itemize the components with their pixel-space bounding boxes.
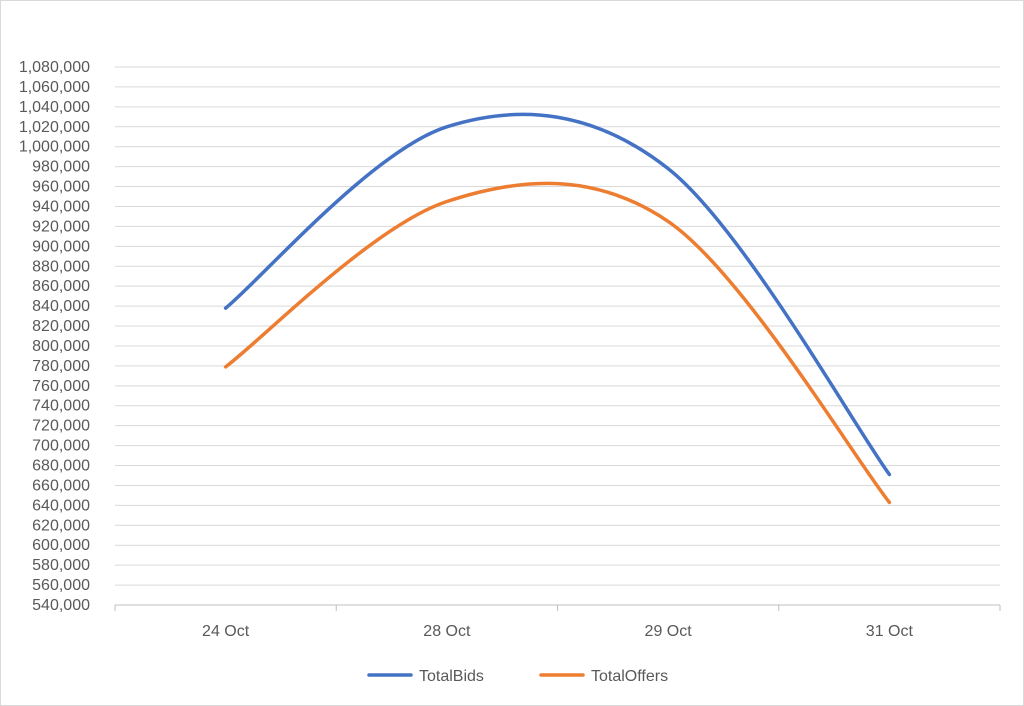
series-line-totaloffers bbox=[223, 181, 892, 505]
y-tick-label: 680,000 bbox=[32, 458, 90, 475]
y-tick-label: 640,000 bbox=[32, 497, 90, 514]
y-tick-label: 740,000 bbox=[32, 398, 90, 415]
y-tick-label: 780,000 bbox=[32, 358, 90, 375]
y-tick-label: 1,040,000 bbox=[19, 99, 90, 116]
y-tick-label: 840,000 bbox=[32, 298, 90, 315]
y-tick-label: 1,060,000 bbox=[19, 79, 90, 96]
y-tick-label: 660,000 bbox=[32, 477, 90, 494]
y-tick-label: 560,000 bbox=[32, 577, 90, 594]
y-tick-label: 700,000 bbox=[32, 438, 90, 455]
y-tick-label: 860,000 bbox=[32, 278, 90, 295]
y-tick-label: 900,000 bbox=[32, 238, 90, 255]
y-tick-label: 820,000 bbox=[32, 318, 90, 335]
y-tick-label: 1,080,000 bbox=[19, 59, 90, 76]
x-tick-label: 28 Oct bbox=[423, 623, 471, 640]
y-tick-label: 760,000 bbox=[32, 378, 90, 395]
y-tick-label: 720,000 bbox=[32, 418, 90, 435]
y-tick-label: 580,000 bbox=[32, 557, 90, 574]
legend: TotalBids TotalOffers bbox=[367, 668, 668, 685]
y-tick-label: 600,000 bbox=[32, 537, 90, 554]
y-tick-label: 880,000 bbox=[32, 258, 90, 275]
x-axis bbox=[114, 604, 1001, 611]
y-tick-label: 940,000 bbox=[32, 198, 90, 215]
y-tick-label: 960,000 bbox=[32, 179, 90, 196]
gridlines bbox=[115, 66, 1000, 586]
series-line-totalbids bbox=[223, 112, 892, 477]
x-axis-tick-labels: 24 Oct 28 Oct 29 Oct 31 Oct bbox=[202, 623, 913, 640]
x-tick-label: 31 Oct bbox=[866, 623, 914, 640]
y-tick-label: 920,000 bbox=[32, 218, 90, 235]
y-tick-label: 800,000 bbox=[32, 338, 90, 355]
y-axis-tick-labels: 540,000 560,000 580,000 600,000 620,000 640,0… bbox=[19, 59, 90, 614]
legend-label: TotalOffers bbox=[591, 668, 668, 685]
y-tick-label: 980,000 bbox=[32, 159, 90, 176]
y-tick-label: 540,000 bbox=[32, 597, 90, 614]
legend-label: TotalBids bbox=[419, 668, 484, 685]
x-tick-label: 24 Oct bbox=[202, 623, 250, 640]
series-lines bbox=[223, 112, 892, 505]
y-tick-label: 620,000 bbox=[32, 517, 90, 534]
y-tick-label: 1,000,000 bbox=[19, 139, 90, 156]
y-tick-label: 1,020,000 bbox=[19, 119, 90, 136]
x-tick-label: 29 Oct bbox=[645, 623, 693, 640]
